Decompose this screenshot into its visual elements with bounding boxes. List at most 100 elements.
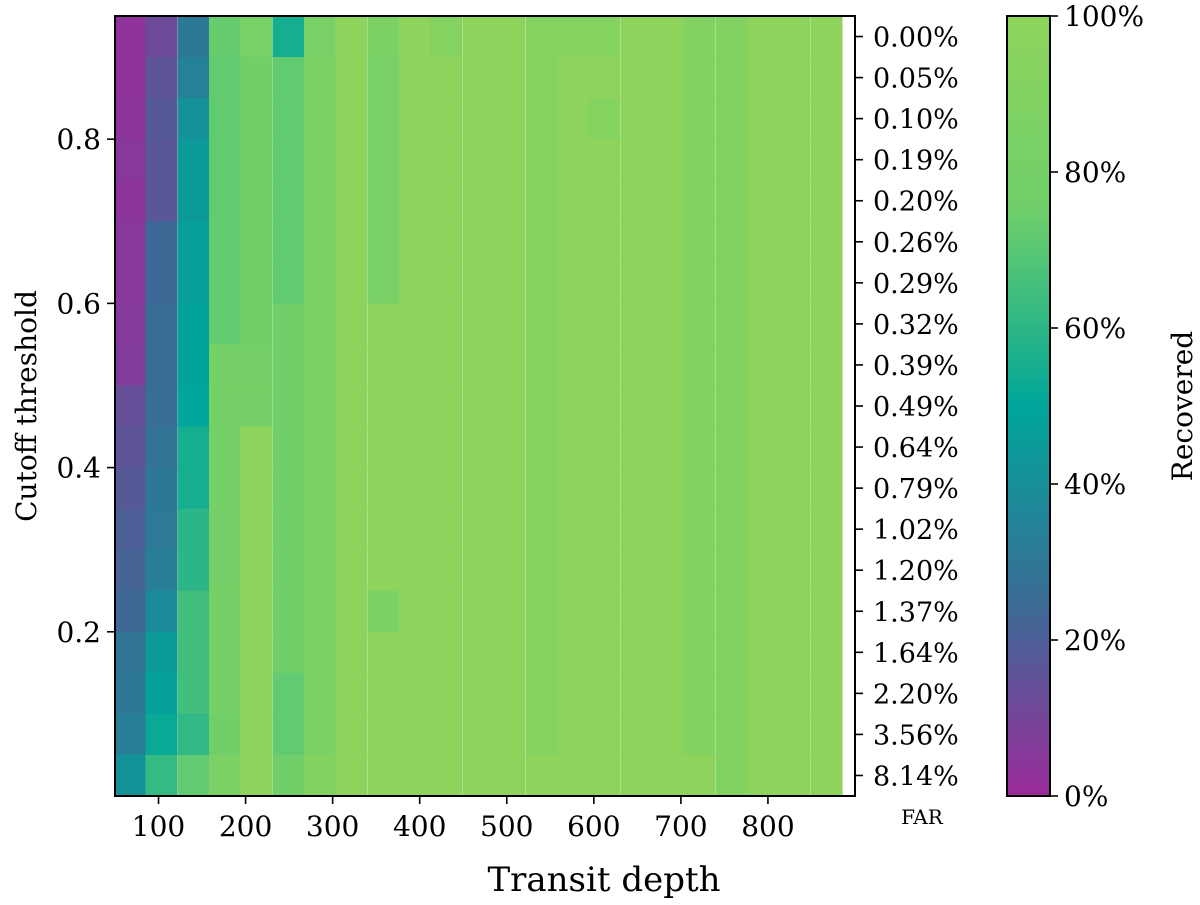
heatmap-cell <box>778 713 811 756</box>
heatmap-cell <box>430 754 463 797</box>
heatmap-cell <box>715 631 748 674</box>
heatmap-cell <box>177 549 210 592</box>
heatmap-cell <box>525 180 558 222</box>
heatmap-cell <box>715 508 748 551</box>
heatmap-cell <box>462 344 495 387</box>
heatmap-cell <box>209 467 241 510</box>
heatmap-cell <box>272 221 305 263</box>
heatmap-cell <box>209 672 241 715</box>
heatmap-cell <box>747 344 779 387</box>
heatmap-cell <box>335 139 368 181</box>
heatmap-cell <box>588 549 621 592</box>
heatmap-cell <box>430 98 463 140</box>
heatmap-cell <box>652 426 685 469</box>
heatmap-cell <box>335 549 368 592</box>
heatmap-cell <box>145 467 178 510</box>
heatmap-cell <box>303 139 336 181</box>
heatmap-cell <box>145 508 178 551</box>
heatmap-cell <box>398 467 431 510</box>
heatmap-cell <box>240 303 273 346</box>
heatmap-cell <box>715 221 748 263</box>
far-tick-label: 1.37% <box>873 597 959 628</box>
heatmap-cell <box>115 57 147 99</box>
heatmap-cell <box>240 221 273 263</box>
heatmap-cell <box>209 262 241 304</box>
heatmap-cell <box>272 713 305 756</box>
heatmap-cell <box>303 98 336 140</box>
heatmap-cell <box>240 426 273 469</box>
heatmap-cell <box>272 57 305 99</box>
heatmap-cell <box>335 467 368 510</box>
heatmap-cell <box>620 98 653 140</box>
heatmap-cell <box>367 508 400 551</box>
heatmap-cell <box>747 467 779 510</box>
far-tick-label: 0.79% <box>873 474 959 505</box>
heatmap-cell <box>652 16 685 58</box>
heatmap-cell <box>588 98 621 140</box>
heatmap-cell <box>525 98 558 140</box>
heatmap-cell <box>462 221 495 263</box>
heatmap-cell <box>620 590 653 633</box>
heatmap-cell <box>272 16 305 58</box>
heatmap-cell <box>557 590 590 633</box>
heatmap-cell <box>747 672 779 715</box>
heatmap-cell <box>525 57 558 99</box>
heatmap-cell <box>525 385 558 428</box>
heatmap-cell <box>683 180 716 222</box>
colorbar-tick-label: 80% <box>1064 156 1126 189</box>
heatmap-cell <box>462 98 495 140</box>
heatmap-cell <box>557 672 590 715</box>
heatmap-cell <box>367 713 400 756</box>
heatmap-cell <box>588 262 621 304</box>
heatmap-cell <box>303 426 336 469</box>
heatmap-cell <box>715 590 748 633</box>
heatmap-cell <box>430 16 463 58</box>
heatmap-cell <box>303 57 336 99</box>
heatmap-cell <box>209 221 241 263</box>
y-tick-label: 0.4 <box>56 452 101 485</box>
heatmap-cell <box>683 262 716 304</box>
heatmap-cell <box>303 467 336 510</box>
heatmap-cell <box>209 426 241 469</box>
heatmap-cell <box>240 713 273 756</box>
heatmap-cell <box>398 672 431 715</box>
x-tick-label: 200 <box>219 810 272 843</box>
heatmap-cell <box>272 385 305 428</box>
heatmap-cell <box>683 467 716 510</box>
heatmap-cell <box>335 672 368 715</box>
colorbar-tick-label: 20% <box>1064 624 1126 657</box>
heatmap-cell <box>778 344 811 387</box>
heatmap-cell <box>652 754 685 797</box>
heatmap-cell <box>398 426 431 469</box>
heatmap-cell <box>588 672 621 715</box>
heatmap-cell <box>335 344 368 387</box>
heatmap-cell <box>115 467 147 510</box>
heatmap-cell <box>209 385 241 428</box>
far-tick-label: 2.20% <box>873 679 959 710</box>
x-tick-label: 800 <box>741 810 794 843</box>
heatmap-cell <box>620 672 653 715</box>
heatmap-cell <box>778 16 811 58</box>
heatmap-cell <box>462 467 495 510</box>
heatmap-cell <box>430 426 463 469</box>
x-tick-label: 100 <box>132 810 185 843</box>
heatmap-cell <box>778 139 811 181</box>
far-axis-label: FAR <box>901 805 944 829</box>
heatmap-cell <box>620 631 653 674</box>
heatmap-cell <box>462 180 495 222</box>
heatmap-cell <box>778 262 811 304</box>
heatmap-cell <box>810 221 843 263</box>
heatmap-cell <box>462 303 495 346</box>
x-tick-label: 400 <box>393 810 446 843</box>
heatmap-cell <box>778 57 811 99</box>
heatmap-cell <box>715 57 748 99</box>
heatmap-cell <box>209 754 241 797</box>
heatmap-cell <box>462 508 495 551</box>
heatmap-cell <box>525 754 558 797</box>
heatmap-cell <box>367 303 400 346</box>
heatmap-cell <box>747 631 779 674</box>
heatmap-cell <box>145 672 178 715</box>
heatmap-cell <box>652 180 685 222</box>
heatmap-cell <box>557 549 590 592</box>
